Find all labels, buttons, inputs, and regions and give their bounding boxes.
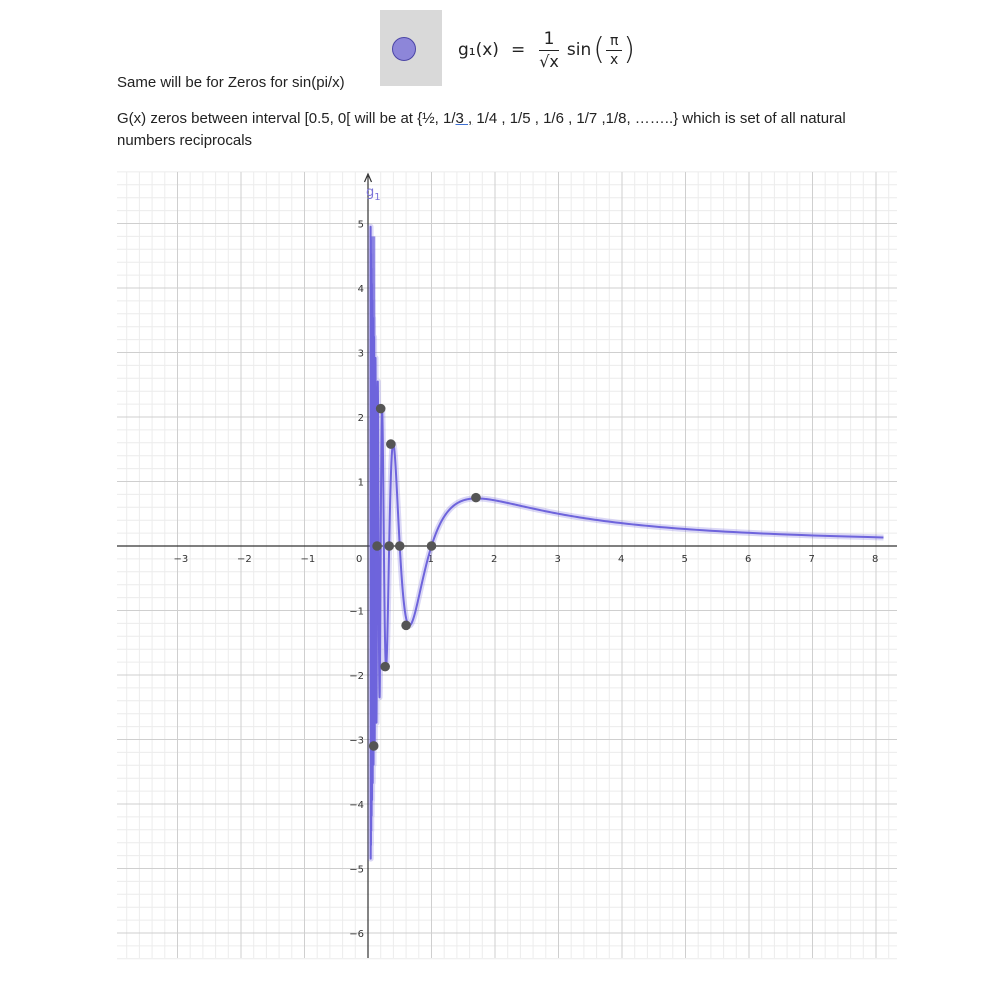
- major-grid: [117, 172, 897, 958]
- algebra-item-g1: [380, 10, 442, 86]
- y-tick-label: 2: [358, 413, 364, 424]
- x-tick-label: −2: [237, 554, 252, 565]
- sin-operator: sin: [566, 40, 592, 60]
- point-marker: [426, 541, 437, 551]
- note-line-2-underlined: 3 ,: [455, 110, 473, 127]
- x-tick-label: 7: [809, 554, 815, 565]
- note-line-2-start: G(x) zeros between interval [0.5, 0[ wil…: [117, 110, 456, 127]
- y-tick-label: −6: [349, 929, 364, 940]
- function-label-subscript: 1: [374, 192, 380, 203]
- function-curve-halo: [367, 223, 884, 862]
- visibility-toggle[interactable]: [392, 37, 416, 61]
- y-tick-label: 5: [358, 220, 364, 231]
- x-tick-label: 2: [491, 554, 497, 565]
- x-tick-label: −1: [301, 554, 316, 565]
- point-marker: [375, 403, 386, 414]
- oscillation-band: [370, 236, 376, 714]
- note-line-1: Same will be for Zeros for sin(pi/x): [117, 74, 345, 91]
- x-tick-label: 8: [872, 554, 878, 565]
- function-curve-group: [367, 223, 884, 862]
- y-tick-label: −4: [349, 800, 364, 811]
- outer-fraction: 1 √x: [539, 29, 559, 72]
- y-tick-label: −1: [349, 607, 364, 618]
- inner-fraction-bar: [605, 49, 623, 51]
- tick-labels: −3 −2 −1 0 1 2 3 4 5 6 7 8 −6 −5 −4 −3 −2 −1 1 2 3 4 5: [174, 220, 879, 941]
- outer-numerator: 1: [543, 28, 555, 49]
- x-tick-label: 0: [356, 554, 362, 565]
- point-markers: [368, 403, 481, 751]
- x-tick-label: 1: [428, 554, 434, 565]
- inner-numerator: π: [609, 32, 619, 49]
- point-marker: [394, 541, 405, 551]
- x-tick-label: 4: [618, 554, 624, 565]
- note-line-2: G(x) zeros between interval [0.5, 0[ wil…: [117, 108, 907, 152]
- function-curve: [369, 225, 884, 860]
- y-tick-label: −5: [349, 865, 364, 876]
- y-tick-label: 3: [358, 349, 364, 360]
- point-marker: [372, 541, 382, 551]
- y-tick-label: −3: [349, 736, 364, 747]
- y-axis-arrow: [363, 172, 373, 183]
- outer-denominator: √x: [539, 51, 559, 71]
- function-label: g1: [366, 185, 381, 203]
- point-marker: [401, 620, 411, 631]
- left-paren: (: [593, 32, 605, 67]
- point-marker: [386, 439, 396, 449]
- outer-fraction-bar: [539, 49, 559, 51]
- point-marker: [471, 492, 481, 503]
- inner-denominator: x: [610, 51, 619, 68]
- function-name: g₁(x): [458, 40, 499, 60]
- x-tick-label: 3: [555, 554, 561, 565]
- function-label-letter: g: [366, 185, 374, 200]
- inner-fraction: π x: [605, 32, 623, 68]
- y-tick-label: −2: [349, 671, 364, 682]
- point-marker: [368, 741, 379, 751]
- point-marker: [384, 541, 394, 551]
- x-tick-label: 6: [745, 554, 751, 565]
- minor-grid: [117, 171, 897, 960]
- y-tick-label: 4: [358, 284, 364, 295]
- x-tick-label: 5: [682, 554, 688, 565]
- equals-sign: =: [510, 40, 526, 60]
- y-tick-label: 1: [358, 478, 364, 489]
- x-tick-label: −3: [174, 554, 189, 565]
- point-marker: [380, 661, 390, 672]
- function-formula: g₁(x) = 1 √x sin ( π x ): [458, 22, 635, 78]
- right-paren: ): [623, 32, 636, 67]
- axes: [117, 172, 897, 958]
- note-line-2-end: 1/4 , 1/5 , 1/6 , 1/7 ,1/8, ……..} which …: [117, 110, 846, 149]
